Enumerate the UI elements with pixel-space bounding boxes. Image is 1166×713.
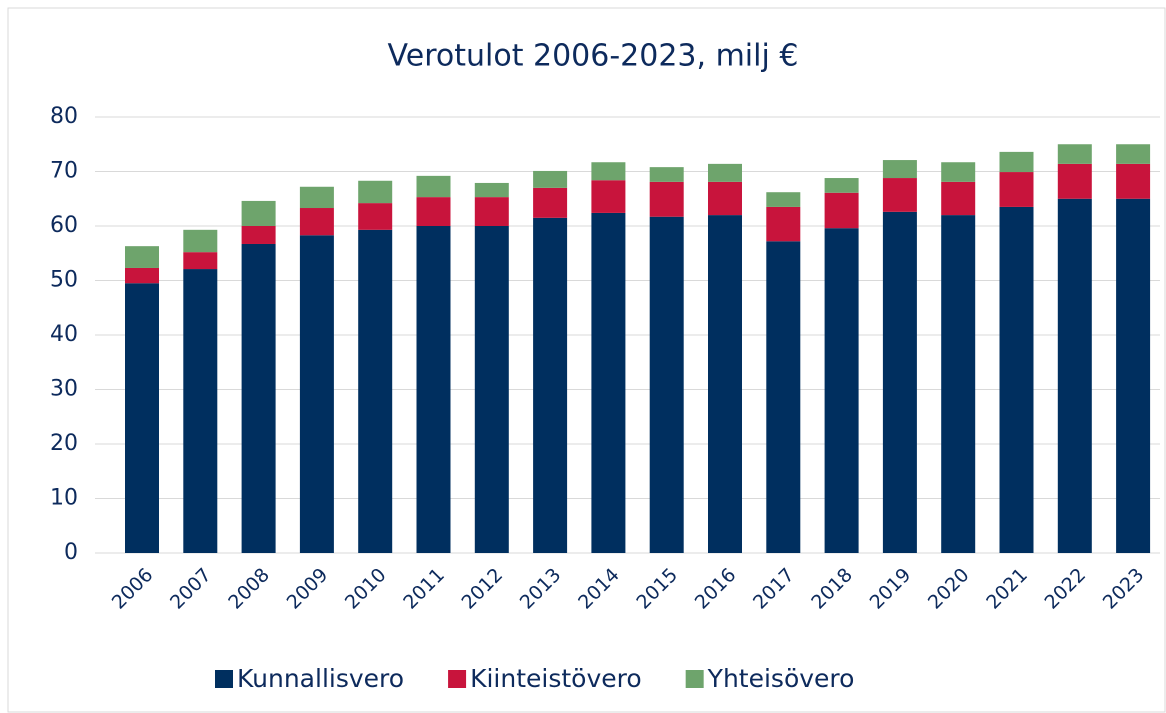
bar-segment: [299, 186, 334, 209]
bar-segment: [882, 160, 917, 179]
y-tick-label: 40: [50, 322, 78, 347]
legend-label: Kunnallisvero: [237, 664, 404, 693]
bar-segment: [416, 197, 451, 226]
bar-segment: [824, 192, 859, 229]
bar-segment: [474, 197, 509, 226]
y-tick-label: 10: [50, 486, 78, 511]
bar-segment: [533, 170, 568, 188]
bar-segment: [999, 172, 1034, 207]
bar-segment: [533, 217, 568, 553]
bar-segment: [1116, 163, 1151, 199]
bar-segment: [649, 181, 684, 217]
bar-segment: [766, 192, 801, 207]
bar-segment: [708, 215, 742, 553]
bar-segment: [999, 206, 1034, 554]
bar-segment: [416, 175, 451, 198]
bar-segment: [824, 178, 859, 193]
bar-segment: [358, 180, 393, 204]
y-tick-label: 70: [50, 159, 78, 184]
bar-segment: [882, 211, 917, 553]
legend-swatch: [685, 670, 704, 688]
bar-segment: [1057, 144, 1092, 164]
bar-segment: [241, 243, 276, 554]
y-tick-label: 0: [64, 540, 78, 565]
bar-segment: [299, 208, 334, 236]
bar-segment: [241, 200, 276, 226]
legend-label: Yhteisövero: [707, 664, 855, 693]
bar-segment: [125, 267, 159, 284]
bar-segment: [183, 269, 218, 553]
bar-segment: [533, 187, 568, 218]
bar-segment: [474, 182, 509, 198]
bar-segment: [708, 163, 742, 182]
y-tick-label: 80: [50, 104, 78, 129]
y-tick-label: 50: [50, 268, 78, 293]
bar-segment: [358, 203, 393, 230]
y-tick-label: 30: [50, 377, 78, 402]
bar-segment: [1116, 144, 1151, 164]
bar-segment: [299, 235, 334, 553]
chart-title: Verotulot 2006-2023, milj €: [388, 39, 799, 74]
bar-segment: [708, 181, 742, 216]
bar-segment: [358, 229, 393, 553]
bar-segment: [591, 162, 626, 181]
bar-segment: [882, 178, 917, 212]
bar-segment: [766, 241, 801, 553]
y-tick-label: 60: [50, 213, 78, 238]
bar-segment: [591, 180, 626, 213]
legend-swatch: [215, 670, 233, 688]
legend-label: Kiinteistövero: [470, 664, 642, 693]
bar-segment: [183, 252, 218, 270]
bar-segment: [824, 228, 859, 553]
bar-segment: [649, 216, 684, 554]
bar-segment: [183, 229, 218, 253]
y-tick-label: 20: [50, 431, 78, 456]
bar-segment: [241, 226, 276, 244]
bar-segment: [941, 181, 976, 216]
bar-segment: [474, 226, 509, 553]
bar-segment: [125, 283, 159, 553]
bar-segment: [1057, 198, 1092, 553]
legend-swatch: [448, 670, 467, 688]
bar-segment: [591, 212, 626, 554]
bar-segment: [125, 246, 159, 268]
bar-segment: [941, 162, 976, 182]
bar-segment: [1057, 163, 1092, 199]
bar-segment: [766, 206, 801, 242]
bar-segment: [999, 151, 1034, 173]
bar-segment: [416, 226, 451, 553]
bar-segment: [649, 167, 684, 182]
bar-segment: [1116, 198, 1151, 553]
bar-segment: [941, 215, 976, 553]
